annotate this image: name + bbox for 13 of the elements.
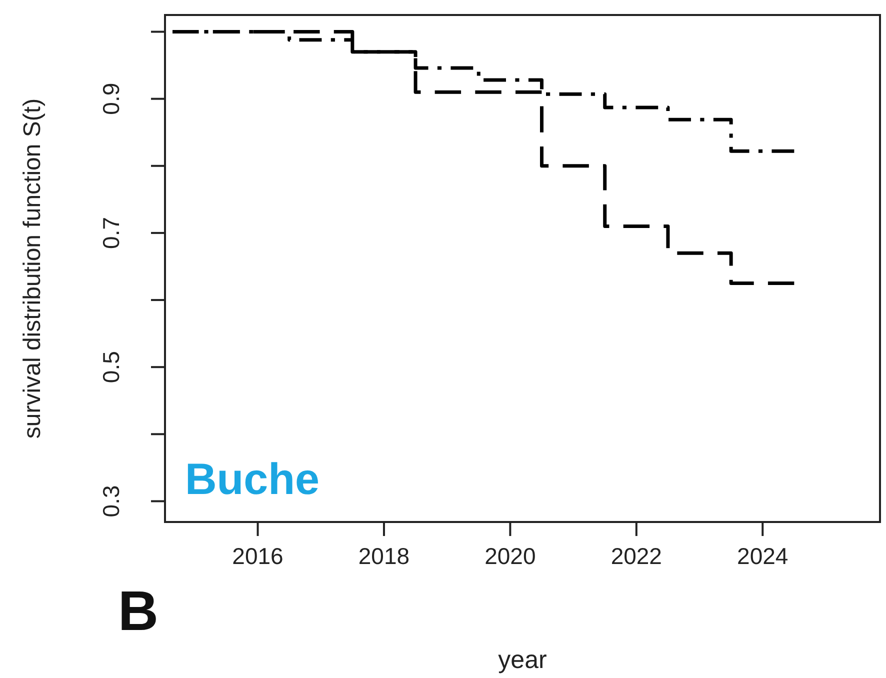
y-tick-label: 0.9 bbox=[98, 82, 124, 115]
annotation: Buche bbox=[185, 455, 320, 504]
x-tick-label: 2018 bbox=[358, 543, 410, 569]
x-axis-title: year bbox=[498, 646, 547, 674]
x-tick-label: 2016 bbox=[232, 543, 284, 569]
y-tick-label: 0.7 bbox=[98, 216, 124, 249]
y-tick-label: 0.3 bbox=[98, 485, 124, 518]
x-tick-label: 2020 bbox=[484, 543, 536, 569]
y-tick-label: 0.5 bbox=[98, 351, 124, 384]
text: B bbox=[118, 579, 158, 642]
y-axis-title: survival distribution function S(t) bbox=[19, 98, 46, 439]
x-tick-label: 2024 bbox=[737, 543, 788, 569]
x-tick-label: 2022 bbox=[610, 543, 662, 569]
